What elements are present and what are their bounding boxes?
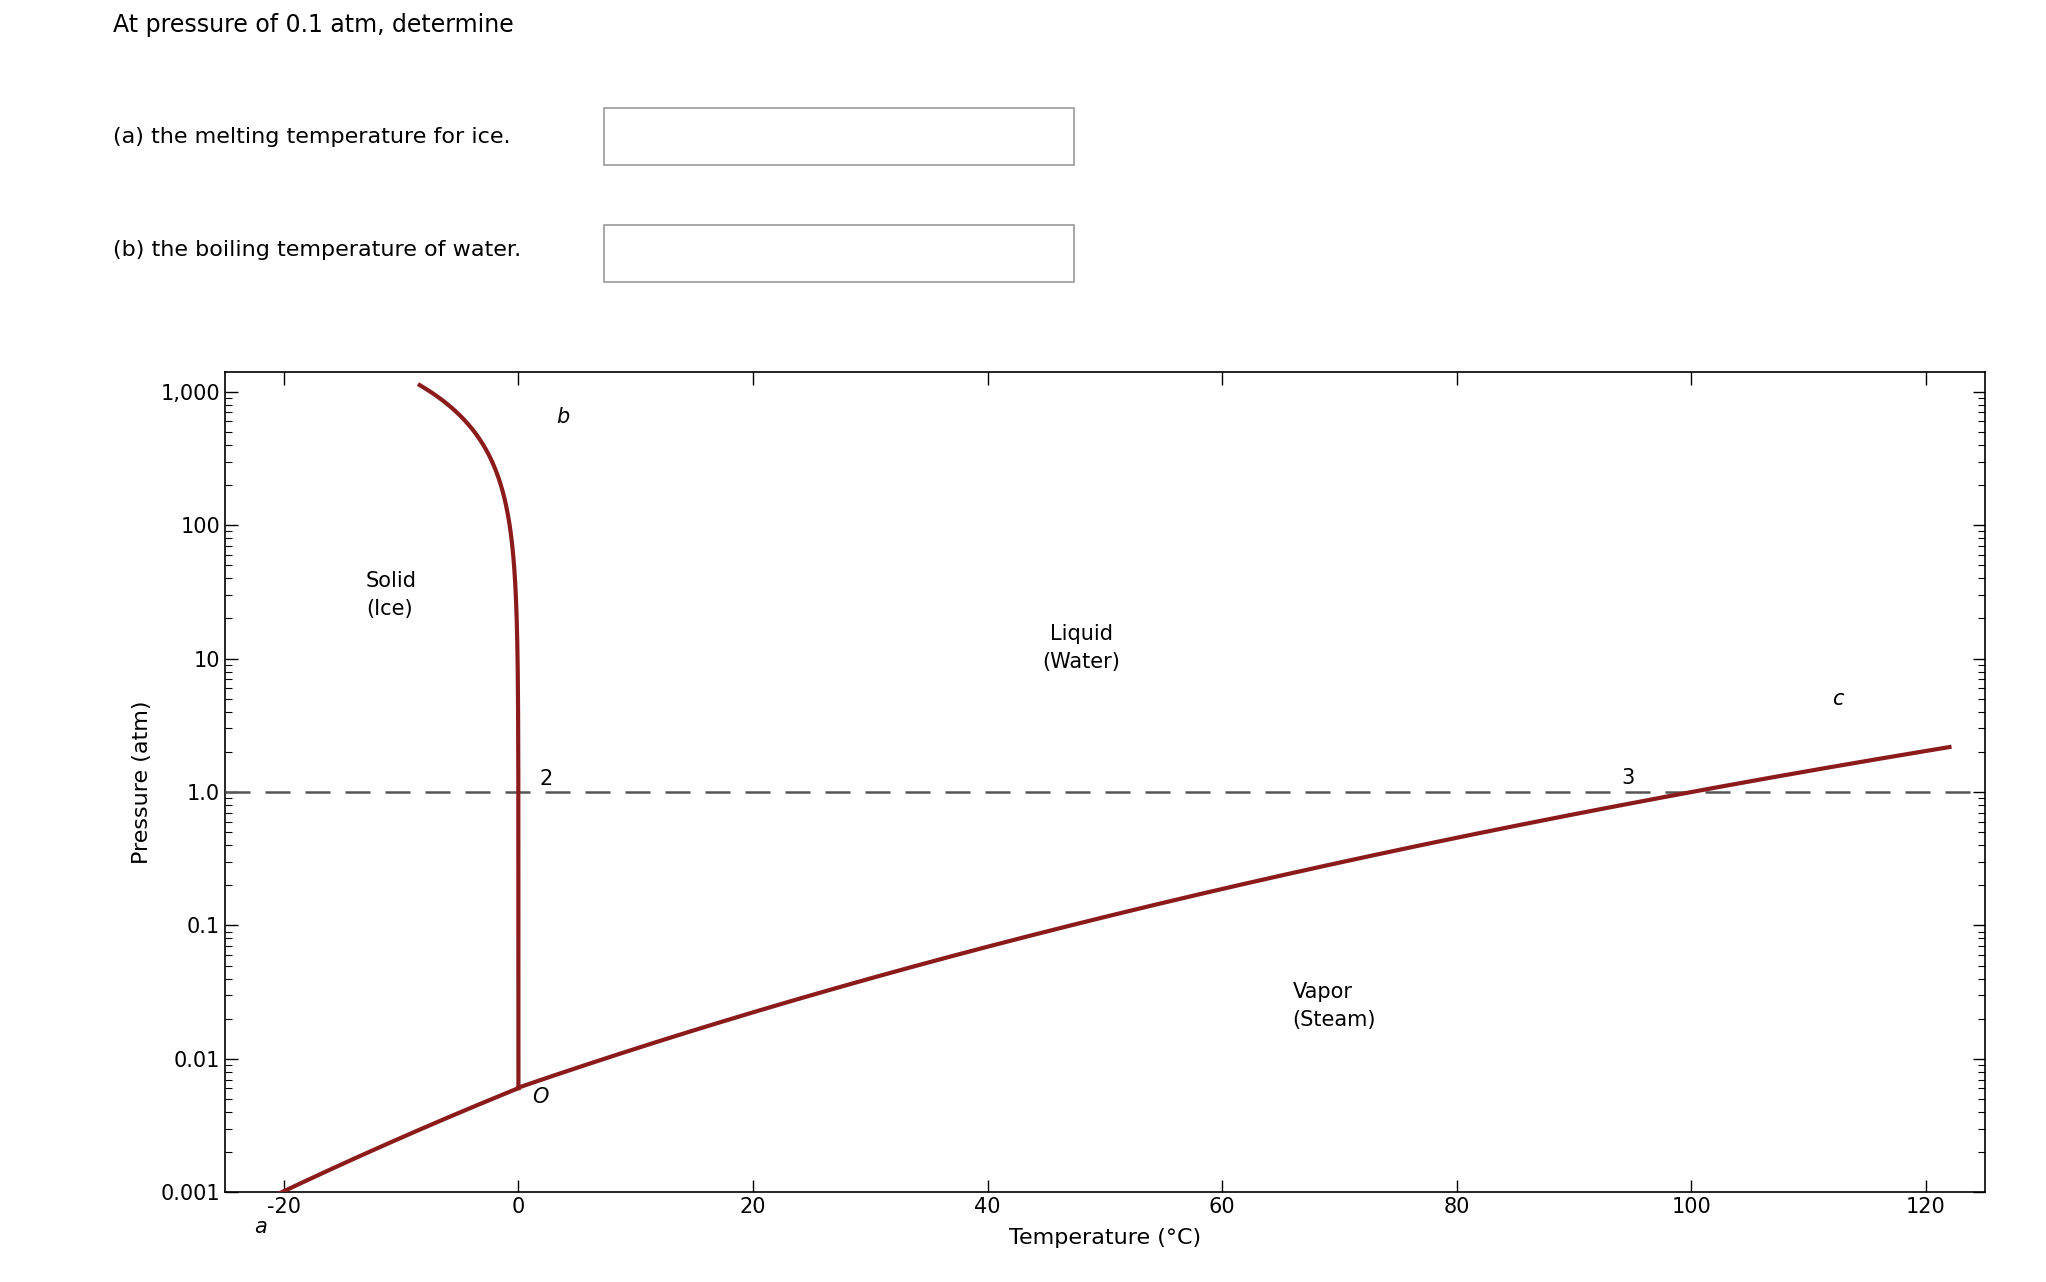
Y-axis label: Pressure (atm): Pressure (atm) [133, 700, 151, 864]
Text: $O$: $O$ [532, 1087, 550, 1106]
Text: $a$: $a$ [254, 1217, 268, 1237]
Text: (b) the boiling temperature of water.: (b) the boiling temperature of water. [113, 240, 520, 260]
Text: (a) the melting temperature for ice.: (a) the melting temperature for ice. [113, 127, 509, 146]
Text: $c$: $c$ [1831, 688, 1845, 709]
Text: $2$: $2$ [540, 769, 552, 790]
Text: $3$: $3$ [1620, 768, 1635, 787]
FancyBboxPatch shape [604, 108, 1074, 165]
Text: Vapor
(Steam): Vapor (Steam) [1293, 982, 1377, 1029]
Text: Liquid
(Water): Liquid (Water) [1043, 624, 1121, 672]
Text: Solid
(Ice): Solid (Ice) [366, 570, 417, 619]
Text: $b$: $b$ [557, 406, 571, 427]
FancyBboxPatch shape [604, 226, 1074, 282]
Text: At pressure of 0.1 atm, determine: At pressure of 0.1 atm, determine [113, 13, 514, 37]
X-axis label: Temperature (°C): Temperature (°C) [1009, 1228, 1201, 1249]
